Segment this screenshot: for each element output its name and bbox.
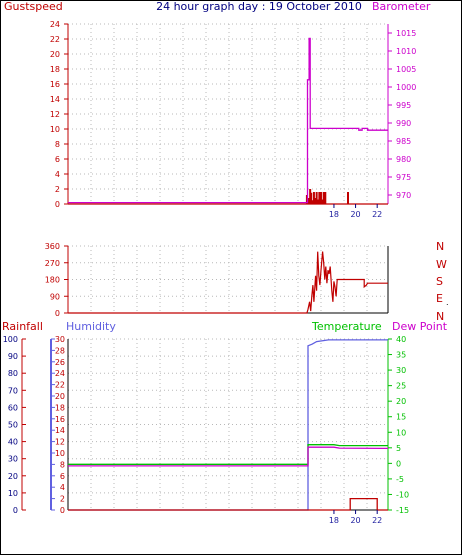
barometer-tick-label: 1000 xyxy=(396,83,416,92)
rainfall-tick-label: 100 xyxy=(3,335,18,344)
gustspeed-tick-label: 16 xyxy=(50,80,60,89)
chart-layer: 0246810121416182022249709759809859909951… xyxy=(3,20,449,525)
rainfall-tick-label: 70 xyxy=(8,386,18,395)
rainfall-tick-label: 40 xyxy=(8,438,18,447)
humidity-tick-label: 10 xyxy=(55,449,65,458)
temperature-tick-label: -10 xyxy=(396,490,409,499)
temperature-tick-label: 15 xyxy=(396,413,406,422)
gustspeed-tick-label: 2 xyxy=(55,185,60,194)
gustspeed-tick-label: 4 xyxy=(55,170,60,179)
rainfall-tick-label: 90 xyxy=(8,352,18,361)
humidity-tick-label: 20 xyxy=(55,392,65,401)
barometer-tick-label: 1015 xyxy=(396,29,416,38)
humidity-tick-label: 16 xyxy=(55,415,65,424)
rainfall-tick-label: 0 xyxy=(13,506,18,515)
gustspeed-axis-label: Gustspeed xyxy=(4,0,63,13)
barometer-tick-label: 985 xyxy=(396,137,411,146)
barometer-tick-label: 1005 xyxy=(396,65,416,74)
rainfall-tick-label: 80 xyxy=(8,369,18,378)
direction-compass-label: N xyxy=(436,240,444,253)
barometer-tick-label: 980 xyxy=(396,155,411,164)
direction-tick-label: 180 xyxy=(45,276,60,285)
humidity-tick-label: 30 xyxy=(55,335,65,344)
temperature-tick-label: 40 xyxy=(396,335,406,344)
x-axis-tick-label: 20 xyxy=(350,210,360,219)
humidity-tick-label: 2 xyxy=(60,495,65,504)
temperature-tick-label: 25 xyxy=(396,382,406,391)
direction-tick-label: 0 xyxy=(55,309,60,318)
rainfall-tick-label: 60 xyxy=(8,403,18,412)
humidity-tick-label: 6 xyxy=(60,472,65,481)
barometer-tick-label: 1010 xyxy=(396,47,416,56)
humidity-tick-label: 26 xyxy=(55,358,65,367)
humidity-tick-label: 18 xyxy=(55,403,65,412)
rainfall-tick-label: 50 xyxy=(8,421,18,430)
barometer-axis-label: Barometer xyxy=(372,0,431,13)
gustspeed-tick-label: 20 xyxy=(50,50,60,59)
humidity-tick-label: 8 xyxy=(60,460,65,469)
temperature-tick-label: -15 xyxy=(396,506,409,515)
dewpoint-axis-label: Dew Point xyxy=(392,320,448,333)
gustspeed-tick-label: 0 xyxy=(55,200,60,209)
barometer-tick-label: 975 xyxy=(396,173,411,182)
temperature-tick-label: 35 xyxy=(396,351,406,360)
dew-point-line xyxy=(68,446,389,467)
humidity-axis-label: Humidity xyxy=(66,320,116,333)
temperature-tick-label: 5 xyxy=(396,444,401,453)
wind-direction-line xyxy=(68,251,388,314)
rainfall-tick-label: 10 xyxy=(8,489,18,498)
humidity-tick-label: 4 xyxy=(60,483,65,492)
rainfall-line xyxy=(68,497,388,511)
temperature-tick-label: 30 xyxy=(396,366,406,375)
gustspeed-tick-label: 8 xyxy=(55,140,60,149)
humidity-tick-label: 24 xyxy=(55,369,65,378)
temperature-tick-label: 20 xyxy=(396,397,406,406)
rainfall-axis-label: Rainfall xyxy=(2,320,43,333)
gustspeed-tick-label: 18 xyxy=(50,65,60,74)
rainfall-tick-label: 20 xyxy=(8,472,18,481)
gustspeed-tick-label: 10 xyxy=(50,125,60,134)
gustspeed-tick-label: 22 xyxy=(50,35,60,44)
chart-title: 24 hour graph day : 19 October 2010 xyxy=(156,0,362,13)
direction-compass-label: N xyxy=(436,310,444,323)
direction-dot-mark: . xyxy=(446,298,449,307)
barometer-tick-label: 990 xyxy=(396,119,411,128)
direction-compass-label: E xyxy=(436,292,443,305)
temperature-axis-label: Temperature xyxy=(311,320,382,333)
humidity-tick-label: 14 xyxy=(55,426,65,435)
gustspeed-tick-label: 12 xyxy=(50,110,60,119)
gustspeed-tick-label: 6 xyxy=(55,155,60,164)
x-axis-tick-label: 18 xyxy=(329,516,339,525)
direction-compass-label: S xyxy=(436,275,443,288)
x-axis-tick-label: 22 xyxy=(372,516,382,525)
temperature-tick-label: 0 xyxy=(396,459,401,468)
humidity-tick-label: 28 xyxy=(55,346,65,355)
x-axis-tick-label: 22 xyxy=(372,210,382,219)
humidity-tick-label: 0 xyxy=(60,506,65,515)
gustspeed-tick-label: 24 xyxy=(50,20,60,29)
direction-tick-label: 360 xyxy=(45,242,60,251)
barometer-line xyxy=(68,37,388,204)
rainfall-tick-label: 30 xyxy=(8,455,18,464)
direction-tick-label: 90 xyxy=(50,292,60,301)
direction-tick-label: 270 xyxy=(45,259,60,268)
humidity-tick-label: 22 xyxy=(55,381,65,390)
barometer-tick-label: 995 xyxy=(396,101,411,110)
gustspeed-tick-label: 14 xyxy=(50,95,60,104)
direction-compass-label: W xyxy=(436,258,447,271)
temperature-tick-label: 10 xyxy=(396,428,406,437)
humidity-tick-label: 12 xyxy=(55,438,65,447)
temperature-tick-label: -5 xyxy=(396,475,404,484)
x-axis-tick-label: 18 xyxy=(329,210,339,219)
barometer-tick-label: 970 xyxy=(396,191,411,200)
temperature-line xyxy=(68,444,388,465)
x-axis-tick-label: 20 xyxy=(350,516,360,525)
